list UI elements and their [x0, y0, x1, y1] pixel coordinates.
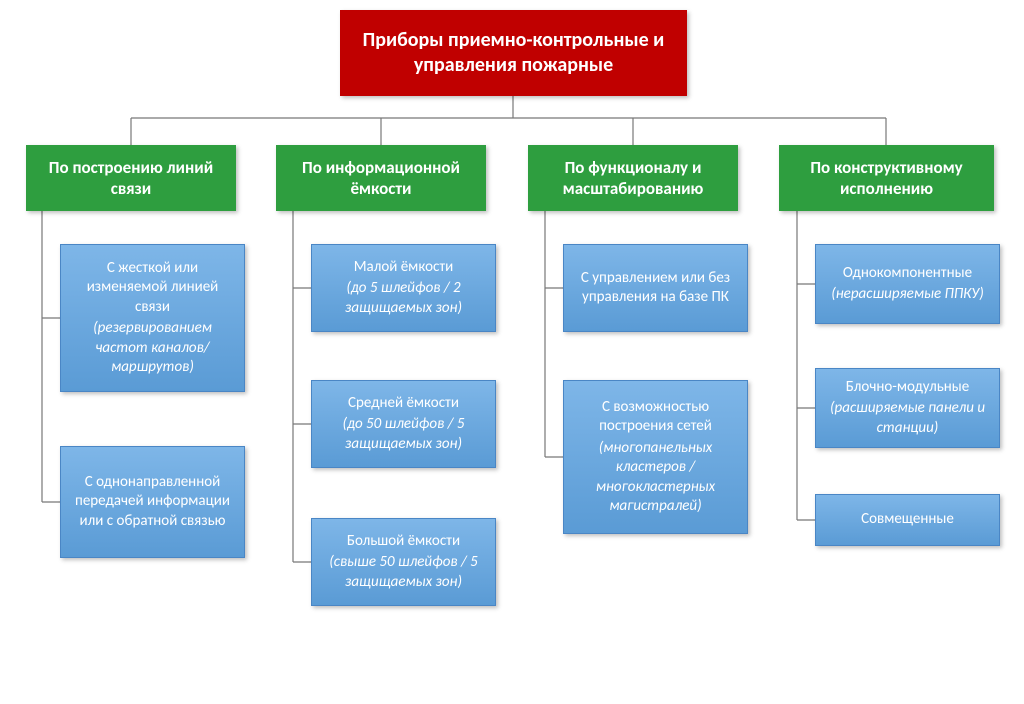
- leaf-node: Малой ёмкости (до 5 шлейфов / 2 защищаем…: [311, 244, 496, 332]
- category-label: По конструктивному исполнению: [789, 157, 984, 200]
- leaf-title: С управлением или без управления на базе…: [574, 269, 737, 308]
- leaf-sub: (свыше 50 шлейфов / 5 защищаемых зон): [322, 553, 485, 592]
- leaf-node: Блочно-модульные (расширяемые панели и с…: [815, 368, 1000, 448]
- root-label: Приборы приемно-контрольные и управления…: [350, 28, 677, 78]
- leaf-sub: (расширяемые панели и станции): [826, 399, 989, 438]
- leaf-title: Большой ёмкости: [347, 532, 460, 552]
- leaf-node: С жесткой или изменяемой линией связи (р…: [60, 244, 245, 392]
- leaf-sub: (до 5 шлейфов / 2 защищаемых зон): [322, 279, 485, 318]
- root-node: Приборы приемно-контрольные и управления…: [340, 10, 687, 96]
- leaf-title: Блочно-модульные: [846, 378, 970, 398]
- leaf-node: С управлением или без управления на базе…: [563, 244, 748, 332]
- leaf-node: Большой ёмкости (свыше 50 шлейфов / 5 за…: [311, 518, 496, 606]
- leaf-title: С однонаправленной передачей информации …: [71, 473, 234, 532]
- leaf-node: С возможностью построения сетей (многопа…: [563, 380, 748, 534]
- category-label: По построению линий связи: [36, 157, 226, 200]
- category-label: По функционалу и масштабированию: [538, 157, 728, 200]
- category-node-1: По информационной ёмкости: [276, 145, 486, 211]
- leaf-sub: (резервированием частот каналов/маршруто…: [71, 319, 234, 378]
- leaf-title: Совмещенные: [861, 510, 954, 530]
- leaf-title: С возможностью построения сетей: [574, 398, 737, 437]
- leaf-title: Однокомпонентные: [843, 264, 972, 284]
- leaf-node: С однонаправленной передачей информации …: [60, 446, 245, 558]
- leaf-sub: (до 50 шлейфов / 5 защищаемых зон): [322, 415, 485, 454]
- category-node-3: По конструктивному исполнению: [779, 145, 994, 211]
- leaf-sub: (многопанельных кластеров / многокластер…: [574, 439, 737, 517]
- leaf-title: Средней ёмкости: [348, 394, 459, 414]
- leaf-node: Однокомпонентные (нерасширяемые ППКУ): [815, 244, 1000, 324]
- leaf-title: Малой ёмкости: [354, 258, 454, 278]
- category-label: По информационной ёмкости: [286, 157, 476, 200]
- category-node-0: По построению линий связи: [26, 145, 236, 211]
- leaf-node: Совмещенные: [815, 494, 1000, 546]
- leaf-title: С жесткой или изменяемой линией связи: [71, 259, 234, 318]
- category-node-2: По функционалу и масштабированию: [528, 145, 738, 211]
- leaf-sub: (нерасширяемые ППКУ): [831, 285, 984, 305]
- leaf-node: Средней ёмкости (до 50 шлейфов / 5 защищ…: [311, 380, 496, 468]
